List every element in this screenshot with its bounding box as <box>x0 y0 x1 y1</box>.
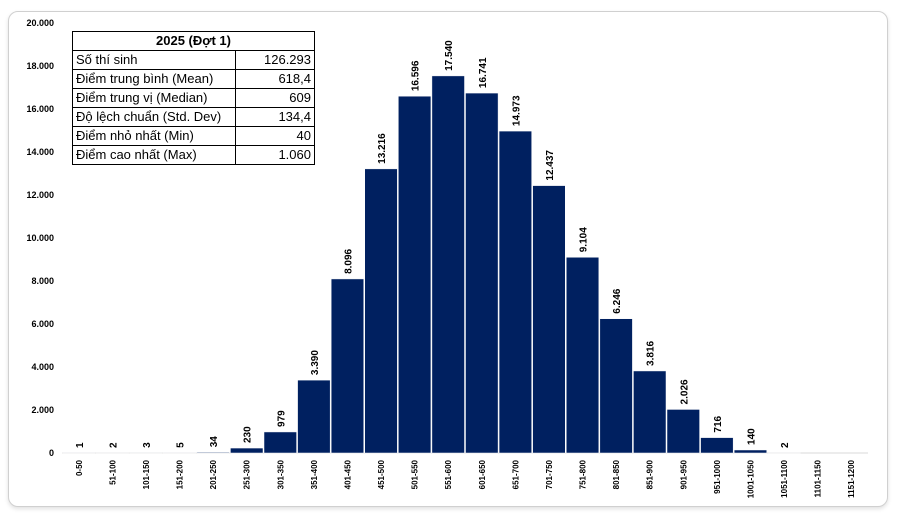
stats-value: 618,4 <box>235 69 315 89</box>
y-tick-label: 18.000 <box>26 61 54 71</box>
data-label: 2 <box>780 442 791 448</box>
bar <box>700 437 734 454</box>
bar <box>330 278 364 454</box>
x-tick-label: 301-350 <box>276 459 285 489</box>
bar <box>666 409 700 454</box>
x-tick-label: 901-950 <box>679 459 688 489</box>
y-tick-label: 10.000 <box>26 233 54 243</box>
stats-row: Điểm trung bình (Mean) 618,4 <box>72 69 315 89</box>
y-tick-label: 12.000 <box>26 190 54 200</box>
y-tick-label: 16.000 <box>26 104 54 114</box>
x-tick-label: 1151-1200 <box>847 459 856 497</box>
x-tick-label: 351-400 <box>310 459 319 489</box>
x-tick-label: 551-600 <box>444 459 453 489</box>
stats-label: Độ lệch chuẩn (Std. Dev) <box>72 107 236 127</box>
y-tick-label: 14.000 <box>26 147 54 157</box>
stats-value: 134,4 <box>235 107 315 127</box>
x-tick-label: 201-250 <box>209 459 218 489</box>
x-tick-label: 451-500 <box>377 459 386 489</box>
data-label: 716 <box>713 415 724 432</box>
stats-row: Điểm nhỏ nhất (Min) 40 <box>72 126 315 146</box>
x-tick-label: 851-900 <box>646 459 655 489</box>
data-label: 34 <box>209 436 220 448</box>
bar <box>398 95 432 454</box>
x-tick-label: 401-450 <box>343 459 352 489</box>
stats-label: Số thí sinh <box>72 50 236 70</box>
stats-value: 1.060 <box>235 145 315 165</box>
stats-label: Điểm trung bình (Mean) <box>72 69 236 89</box>
bar <box>465 92 499 454</box>
data-label: 3 <box>142 442 153 448</box>
stats-title: 2025 (Đợt 1) <box>72 31 315 51</box>
data-label: 3.390 <box>310 350 321 375</box>
data-label: 13.216 <box>377 133 388 164</box>
stats-value: 40 <box>235 126 315 146</box>
x-tick-label: 151-200 <box>176 459 185 489</box>
bar <box>263 431 297 454</box>
bar <box>364 168 398 454</box>
bar <box>532 185 566 454</box>
x-tick-label: 751-800 <box>579 459 588 489</box>
data-label: 140 <box>746 428 757 445</box>
stats-row: Số thí sinh 126.293 <box>72 50 315 70</box>
x-tick-label: 501-550 <box>411 459 420 489</box>
x-tick-label: 651-700 <box>511 459 520 489</box>
data-label: 1 <box>75 442 86 448</box>
x-tick-label: 101-150 <box>142 459 151 489</box>
x-tick-label: 951-1000 <box>713 459 722 493</box>
data-label: 2.026 <box>679 379 690 404</box>
data-label: 3.816 <box>646 340 657 365</box>
x-tick-label: 701-750 <box>545 459 554 489</box>
y-tick-label: 20.000 <box>26 18 54 28</box>
y-tick-label: 4.000 <box>31 362 54 372</box>
stats-table: 2025 (Đợt 1) Số thí sinh 126.293 Điểm tru… <box>72 31 315 165</box>
data-label: 9.104 <box>579 227 590 252</box>
bar <box>196 452 230 454</box>
x-tick-label: 1051-1100 <box>780 459 789 497</box>
stats-label: Điểm nhỏ nhất (Min) <box>72 126 236 146</box>
y-tick-label: 8.000 <box>31 276 54 286</box>
data-label: 6.246 <box>612 288 623 313</box>
stats-row: Điểm trung vị (Median) 609 <box>72 88 315 108</box>
x-tick-label: 1101-1150 <box>814 459 823 497</box>
data-label: 12.437 <box>545 150 556 181</box>
stats-value: 126.293 <box>235 50 315 70</box>
x-tick-label: 801-850 <box>612 459 621 489</box>
bar <box>633 370 667 454</box>
stats-value: 609 <box>235 88 315 108</box>
y-tick-label: 2.000 <box>31 405 54 415</box>
stats-label: Điểm cao nhất (Max) <box>72 145 236 165</box>
x-tick-label: 601-650 <box>478 459 487 489</box>
data-label: 2 <box>108 442 119 448</box>
data-label: 16.741 <box>478 57 489 88</box>
data-label: 979 <box>276 410 287 427</box>
bar <box>431 75 465 454</box>
data-label: 17.540 <box>444 40 455 71</box>
data-label: 16.596 <box>411 60 422 91</box>
data-label: 230 <box>243 426 254 443</box>
stats-row: Độ lệch chuẩn (Std. Dev) 134,4 <box>72 107 315 127</box>
bar <box>230 447 264 454</box>
bar <box>297 379 331 454</box>
x-tick-label: 51-100 <box>108 459 117 484</box>
y-tick-label: 6.000 <box>31 319 54 329</box>
data-label: 14.973 <box>511 95 522 126</box>
x-tick-label: 0-50 <box>75 459 84 476</box>
data-label: 5 <box>176 442 187 448</box>
x-tick-label: 1001-1050 <box>746 459 755 498</box>
bar <box>498 130 532 454</box>
data-label: 8.096 <box>343 248 354 273</box>
bar <box>599 318 633 454</box>
x-tick-label: 251-300 <box>243 459 252 489</box>
y-tick-label: 0 <box>49 448 54 458</box>
bar <box>733 449 768 454</box>
stats-label: Điểm trung vị (Median) <box>72 88 236 108</box>
bar <box>566 257 600 454</box>
stats-row: Điểm cao nhất (Max) 1.060 <box>72 145 315 165</box>
